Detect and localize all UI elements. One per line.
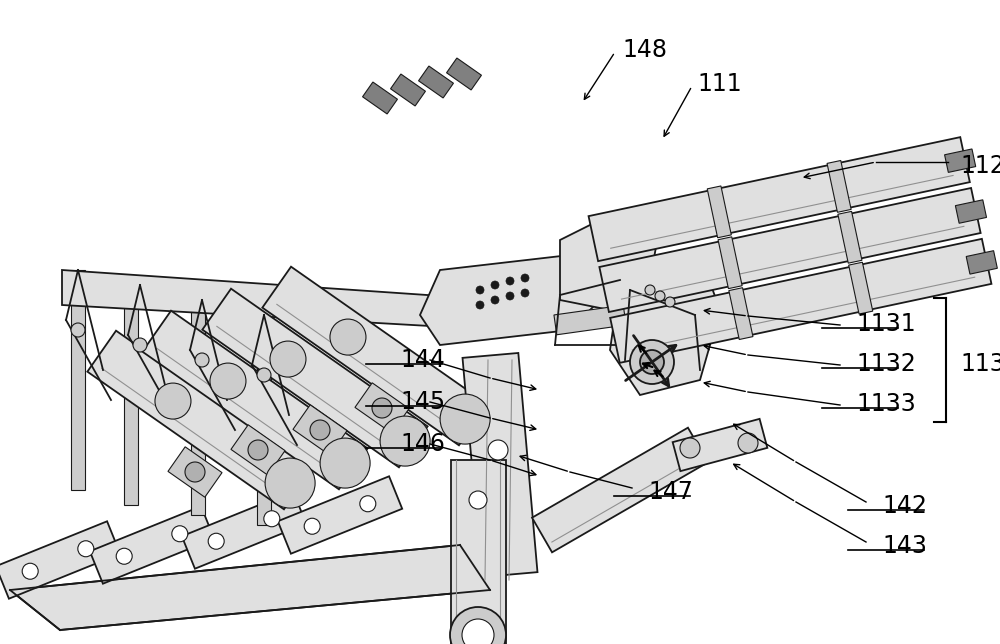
Text: 1133: 1133 — [856, 392, 916, 416]
Circle shape — [645, 285, 655, 295]
Polygon shape — [560, 210, 660, 310]
Polygon shape — [420, 255, 600, 345]
Circle shape — [320, 438, 370, 488]
Polygon shape — [966, 251, 997, 274]
Polygon shape — [257, 315, 271, 525]
Polygon shape — [90, 506, 214, 583]
Circle shape — [372, 398, 392, 418]
Circle shape — [462, 619, 494, 644]
Circle shape — [488, 440, 508, 460]
Text: 145: 145 — [400, 390, 445, 414]
Circle shape — [506, 292, 514, 300]
Circle shape — [248, 440, 268, 460]
Circle shape — [491, 281, 499, 289]
Circle shape — [116, 548, 132, 564]
Circle shape — [257, 368, 271, 382]
Circle shape — [195, 353, 209, 367]
Circle shape — [172, 526, 188, 542]
Circle shape — [78, 541, 94, 557]
Polygon shape — [87, 330, 313, 509]
Circle shape — [265, 458, 315, 508]
Circle shape — [476, 286, 484, 294]
Polygon shape — [447, 58, 481, 90]
Polygon shape — [10, 545, 490, 630]
Text: 148: 148 — [622, 38, 667, 62]
Polygon shape — [955, 200, 987, 223]
Circle shape — [491, 296, 499, 304]
Polygon shape — [293, 405, 347, 455]
Circle shape — [155, 383, 191, 419]
Polygon shape — [554, 305, 626, 335]
Text: 1132: 1132 — [856, 352, 916, 376]
Text: 142: 142 — [882, 494, 927, 518]
Polygon shape — [945, 149, 976, 173]
Polygon shape — [278, 477, 402, 554]
Text: 147: 147 — [648, 480, 693, 504]
Circle shape — [133, 338, 147, 352]
Polygon shape — [419, 66, 453, 98]
Circle shape — [71, 323, 85, 337]
Circle shape — [476, 301, 484, 309]
Polygon shape — [589, 137, 970, 261]
Circle shape — [450, 607, 506, 644]
Circle shape — [440, 394, 490, 444]
Polygon shape — [391, 74, 425, 106]
Circle shape — [630, 340, 674, 384]
Polygon shape — [718, 237, 742, 289]
Circle shape — [270, 341, 306, 377]
Polygon shape — [182, 491, 306, 569]
Circle shape — [680, 438, 700, 458]
Polygon shape — [231, 425, 285, 475]
Polygon shape — [355, 383, 409, 433]
Text: 113: 113 — [960, 352, 1000, 376]
Polygon shape — [363, 82, 397, 114]
Text: 144: 144 — [400, 348, 445, 372]
Circle shape — [640, 350, 664, 374]
Polygon shape — [599, 188, 981, 312]
Polygon shape — [124, 285, 138, 505]
Circle shape — [738, 433, 758, 453]
Circle shape — [210, 363, 246, 399]
Polygon shape — [849, 262, 873, 314]
Text: 146: 146 — [400, 432, 445, 456]
Polygon shape — [610, 239, 991, 363]
Polygon shape — [168, 447, 222, 497]
Circle shape — [380, 416, 430, 466]
Circle shape — [185, 462, 205, 482]
Polygon shape — [191, 300, 205, 515]
Polygon shape — [827, 160, 851, 213]
Polygon shape — [673, 419, 767, 471]
Polygon shape — [532, 428, 708, 553]
Polygon shape — [142, 310, 368, 489]
Polygon shape — [450, 460, 506, 644]
Polygon shape — [610, 255, 720, 395]
Polygon shape — [62, 270, 500, 330]
Circle shape — [655, 291, 665, 301]
Polygon shape — [71, 270, 85, 490]
Circle shape — [521, 274, 529, 282]
Circle shape — [22, 564, 38, 579]
Polygon shape — [838, 211, 862, 263]
Circle shape — [360, 496, 376, 512]
Circle shape — [304, 518, 320, 535]
Polygon shape — [0, 521, 120, 599]
Polygon shape — [262, 267, 488, 445]
Text: 112: 112 — [960, 154, 1000, 178]
Circle shape — [469, 491, 487, 509]
Circle shape — [665, 297, 675, 307]
Circle shape — [521, 289, 529, 297]
Circle shape — [506, 277, 514, 285]
Polygon shape — [729, 288, 753, 339]
Circle shape — [330, 319, 366, 355]
Polygon shape — [463, 353, 537, 577]
Text: 111: 111 — [697, 72, 742, 96]
Polygon shape — [202, 289, 428, 468]
Circle shape — [208, 533, 224, 549]
Text: 1131: 1131 — [856, 312, 916, 336]
Circle shape — [310, 420, 330, 440]
Circle shape — [264, 511, 280, 527]
Polygon shape — [707, 186, 731, 238]
Text: 143: 143 — [882, 534, 927, 558]
